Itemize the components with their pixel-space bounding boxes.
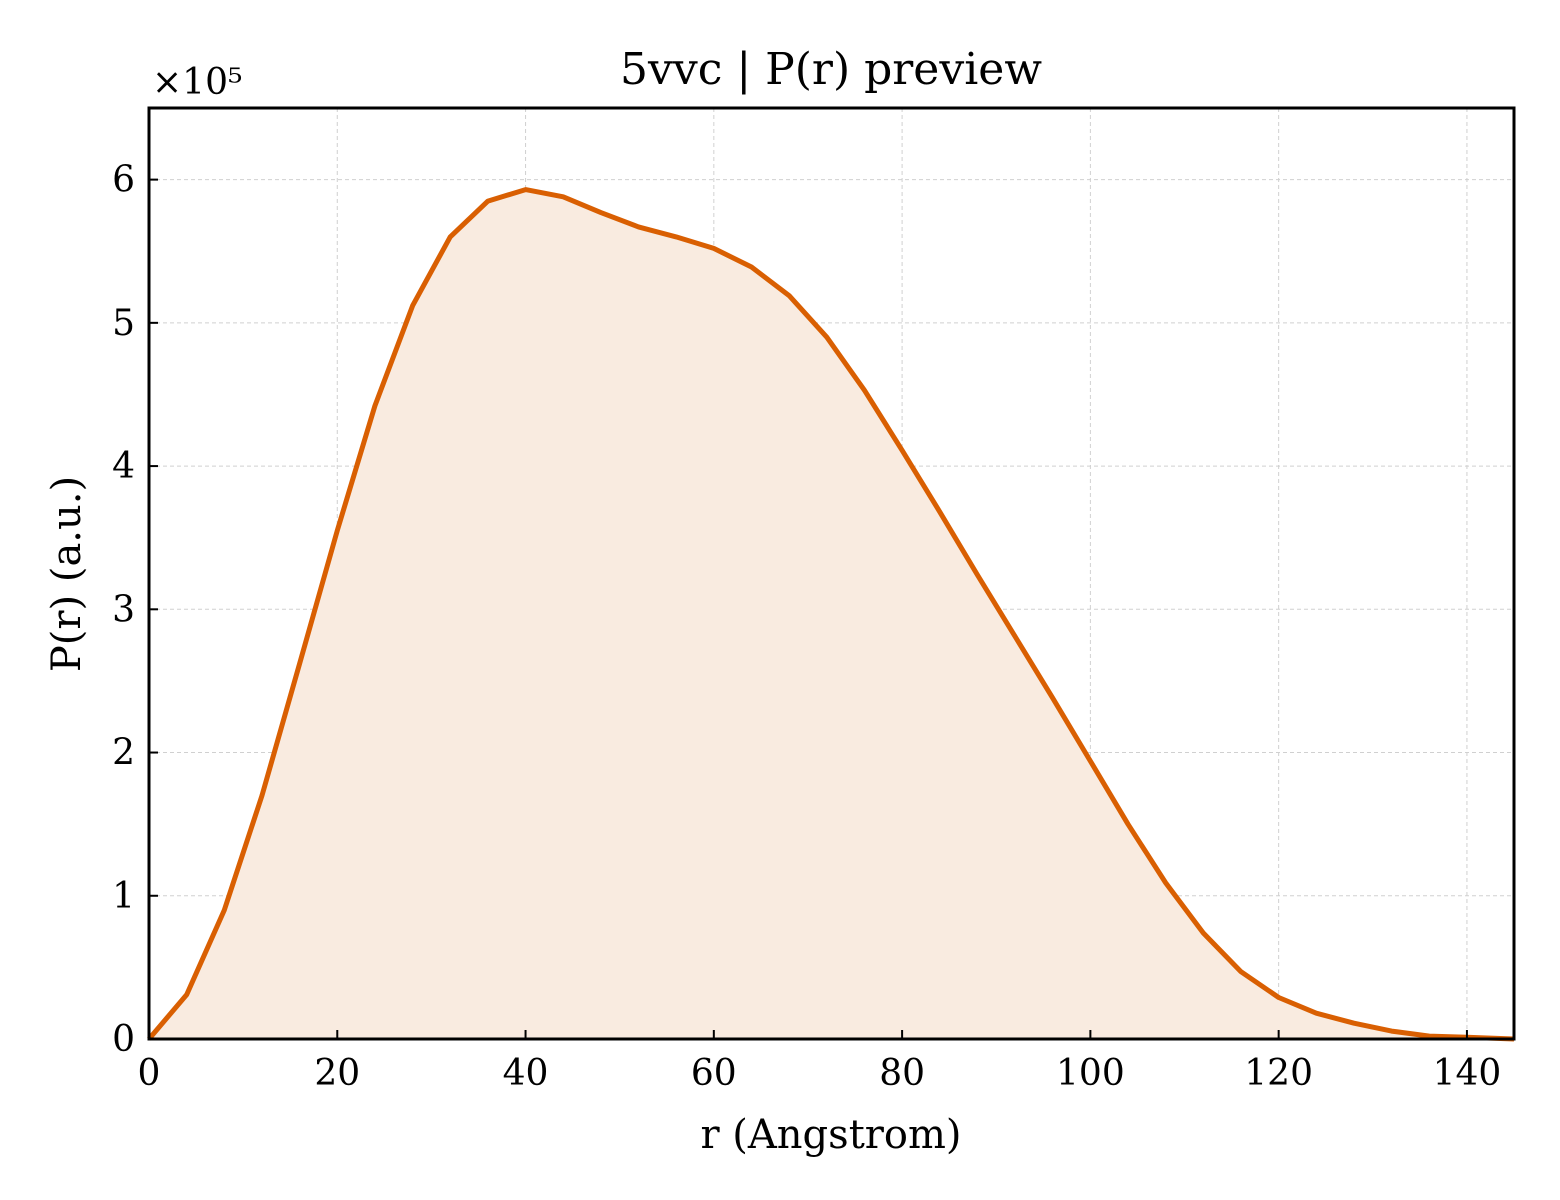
y-tick-label: 5 [112, 303, 135, 344]
chart-title: 5vvc | P(r) preview [620, 44, 1042, 95]
ticks-layer: 0 20 40 60 80 100 120 140 0 1 2 3 4 5 6 [112, 160, 1501, 1094]
y-tick-label: 2 [112, 733, 135, 774]
y-axis-multiplier: ×10⁵ [152, 62, 242, 103]
pr-area-fill [149, 189, 1514, 1040]
y-tick-label: 6 [112, 160, 135, 201]
x-tick-label: 60 [691, 1053, 737, 1094]
y-tick-label: 1 [112, 876, 135, 917]
y-axis-title: P(r) (a.u.) [44, 476, 90, 672]
y-tick-label: 3 [112, 589, 135, 630]
y-tick-label: 0 [112, 1019, 135, 1060]
y-tick-label: 4 [112, 446, 135, 487]
x-tick-label: 140 [1433, 1053, 1502, 1094]
x-tick-label: 80 [879, 1053, 925, 1094]
x-tick-label: 0 [138, 1053, 161, 1094]
x-tick-label: 120 [1244, 1053, 1313, 1094]
x-tick-label: 100 [1056, 1053, 1125, 1094]
x-axis-title: r (Angstrom) [700, 1112, 961, 1158]
x-tick-label: 20 [314, 1053, 360, 1094]
plot-frame [147, 106, 1516, 1041]
pr-series-line [147, 187, 1515, 1042]
x-tick-label: 40 [503, 1053, 549, 1094]
